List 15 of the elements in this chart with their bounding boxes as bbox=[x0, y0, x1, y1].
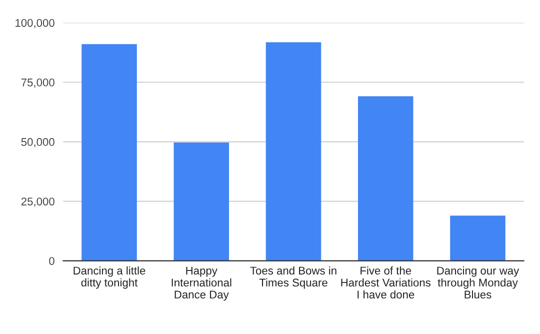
bar bbox=[358, 96, 414, 261]
x-tick-label: Five of the Hardest Variations I have done bbox=[341, 266, 431, 299]
x-tick-label: Toes and Bows in Times Square bbox=[250, 266, 336, 289]
bar bbox=[174, 142, 230, 261]
bar bbox=[82, 44, 137, 261]
y-tick-label: 100,000 bbox=[16, 18, 54, 28]
bar bbox=[450, 216, 506, 261]
x-tick-label: Happy International Dance Day bbox=[172, 266, 232, 301]
y-tick-label: 25,000 bbox=[21, 198, 54, 207]
y-tick-label: 75,000 bbox=[21, 78, 54, 88]
y-tick-label: 0 bbox=[49, 257, 54, 265]
x-tick-label: Dancing a little ditty tonight bbox=[74, 266, 146, 289]
y-tick-label: 50,000 bbox=[21, 138, 54, 148]
x-tick-label: Dancing our way through Monday Blues bbox=[437, 266, 520, 299]
bar bbox=[266, 42, 322, 261]
